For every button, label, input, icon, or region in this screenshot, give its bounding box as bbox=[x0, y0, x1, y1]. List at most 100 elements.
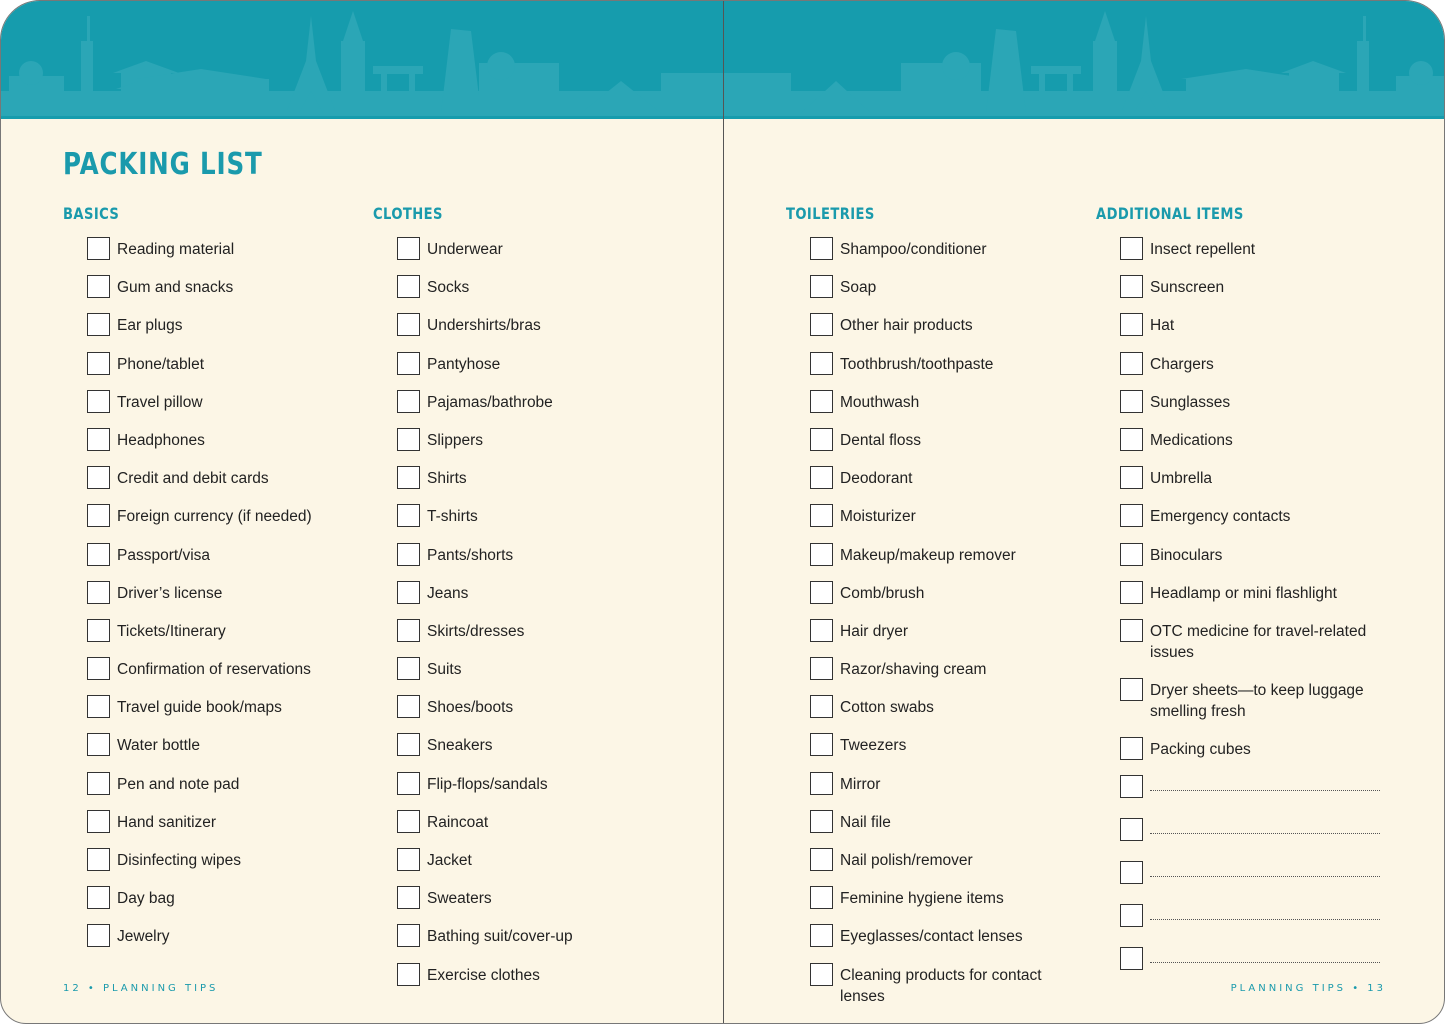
checklist-item[interactable]: Eyeglasses/contact lenses bbox=[786, 924, 1086, 962]
checkbox[interactable] bbox=[87, 695, 110, 719]
checkbox[interactable] bbox=[397, 771, 420, 795]
checklist-item[interactable]: Other hair products bbox=[786, 313, 1086, 351]
checklist-item[interactable]: Packing cubes bbox=[1096, 737, 1396, 775]
checkbox[interactable] bbox=[810, 924, 833, 948]
checkbox[interactable] bbox=[397, 657, 420, 681]
checklist-item[interactable]: Underwear bbox=[373, 237, 673, 275]
checklist-item[interactable]: Insect repellent bbox=[1096, 237, 1396, 275]
checkbox[interactable] bbox=[810, 962, 833, 986]
checklist-item[interactable]: Medications bbox=[1096, 427, 1396, 466]
checklist-item[interactable]: Emergency contacts bbox=[1096, 504, 1396, 542]
checklist-item[interactable]: Shirts bbox=[373, 466, 673, 504]
checklist-item[interactable]: Nail polish/remover bbox=[786, 848, 1086, 886]
checkbox[interactable] bbox=[810, 427, 833, 451]
checkbox[interactable] bbox=[397, 275, 420, 299]
checklist-item[interactable]: Nail file bbox=[786, 809, 1086, 848]
checkbox[interactable] bbox=[87, 466, 110, 490]
checklist-item[interactable]: Sunglasses bbox=[1096, 389, 1396, 428]
checkbox[interactable] bbox=[87, 580, 110, 604]
checklist-item[interactable]: Phone/tablet bbox=[63, 351, 363, 390]
checkbox[interactable] bbox=[810, 848, 833, 871]
checklist-item[interactable]: Passport/visa bbox=[63, 542, 363, 581]
checkbox[interactable] bbox=[1120, 351, 1143, 375]
checkbox[interactable] bbox=[87, 886, 110, 910]
checklist-item[interactable]: Comb/brush bbox=[786, 580, 1086, 619]
checkbox[interactable] bbox=[397, 695, 420, 719]
checklist-item[interactable]: Driver’s license bbox=[63, 580, 363, 619]
checkbox[interactable] bbox=[810, 351, 833, 375]
checkbox[interactable] bbox=[810, 809, 833, 833]
checkbox[interactable] bbox=[810, 275, 833, 299]
checklist-item[interactable]: Razor/shaving cream bbox=[786, 657, 1086, 695]
checklist-item[interactable]: Hat bbox=[1096, 313, 1396, 351]
checkbox[interactable] bbox=[397, 466, 420, 490]
write-in-line[interactable] bbox=[1150, 904, 1380, 921]
checkbox[interactable] bbox=[397, 389, 420, 413]
checklist-item[interactable]: Undershirts/bras bbox=[373, 313, 673, 351]
checklist-item[interactable]: Pants/shorts bbox=[373, 542, 673, 581]
checkbox[interactable] bbox=[397, 427, 420, 451]
checkbox[interactable] bbox=[1120, 389, 1143, 413]
checkbox[interactable] bbox=[810, 542, 833, 566]
checkbox[interactable] bbox=[87, 848, 110, 871]
checklist-item[interactable]: Suits bbox=[373, 657, 673, 695]
checkbox[interactable] bbox=[397, 962, 420, 986]
checklist-item[interactable]: Travel guide book/maps bbox=[63, 695, 363, 733]
checklist-item[interactable]: Tweezers bbox=[786, 733, 1086, 771]
write-in-line[interactable] bbox=[1150, 775, 1380, 792]
checklist-item[interactable]: Deodorant bbox=[786, 466, 1086, 504]
blank-checklist-item[interactable] bbox=[1096, 818, 1396, 861]
checklist-item[interactable]: Jeans bbox=[373, 580, 673, 619]
checklist-item[interactable]: Dental floss bbox=[786, 427, 1086, 466]
checkbox[interactable] bbox=[810, 237, 833, 260]
checklist-item[interactable]: Pantyhose bbox=[373, 351, 673, 390]
checkbox[interactable] bbox=[1120, 678, 1143, 702]
checklist-item[interactable]: Soap bbox=[786, 275, 1086, 313]
checkbox[interactable] bbox=[810, 771, 833, 795]
checklist-item[interactable]: Makeup/makeup remover bbox=[786, 542, 1086, 581]
blank-checklist-item[interactable] bbox=[1096, 775, 1396, 818]
checkbox[interactable] bbox=[87, 733, 110, 757]
checkbox[interactable] bbox=[1120, 466, 1143, 490]
checkbox[interactable] bbox=[1120, 275, 1143, 299]
checklist-item[interactable]: Bathing suit/cover-up bbox=[373, 924, 673, 962]
checkbox[interactable] bbox=[810, 504, 833, 528]
checklist-item[interactable]: Disinfecting wipes bbox=[63, 848, 363, 886]
checkbox[interactable] bbox=[810, 580, 833, 604]
checklist-item[interactable]: Exercise clothes bbox=[373, 962, 673, 1001]
checkbox[interactable] bbox=[397, 351, 420, 375]
checklist-item[interactable]: Sneakers bbox=[373, 733, 673, 771]
checklist-item[interactable]: Binoculars bbox=[1096, 542, 1396, 581]
checkbox[interactable] bbox=[87, 389, 110, 413]
write-in-line[interactable] bbox=[1150, 818, 1380, 835]
checklist-item[interactable]: Gum and snacks bbox=[63, 275, 363, 313]
write-in-line[interactable] bbox=[1150, 861, 1380, 878]
checkbox[interactable] bbox=[397, 618, 420, 642]
checklist-item[interactable]: Reading material bbox=[63, 237, 363, 275]
checkbox[interactable] bbox=[810, 657, 833, 681]
checkbox[interactable] bbox=[397, 733, 420, 757]
checklist-item[interactable]: Jacket bbox=[373, 848, 673, 886]
checklist-item[interactable]: Dryer sheets—to keep luggage smelling fr… bbox=[1096, 678, 1396, 737]
checkbox[interactable] bbox=[87, 313, 110, 337]
checkbox[interactable] bbox=[810, 886, 833, 910]
checkbox[interactable] bbox=[1120, 737, 1143, 761]
checkbox[interactable] bbox=[397, 924, 420, 948]
checklist-item[interactable]: Day bag bbox=[63, 886, 363, 924]
checklist-item[interactable]: Pajamas/bathrobe bbox=[373, 389, 673, 428]
checkbox[interactable] bbox=[810, 313, 833, 337]
checkbox[interactable] bbox=[1120, 504, 1143, 528]
blank-checklist-item[interactable] bbox=[1096, 947, 1396, 990]
checkbox[interactable] bbox=[1120, 427, 1143, 451]
checklist-item[interactable]: T-shirts bbox=[373, 504, 673, 542]
checklist-item[interactable]: Shampoo/conditioner bbox=[786, 237, 1086, 275]
checklist-item[interactable]: Headphones bbox=[63, 427, 363, 466]
checkbox[interactable] bbox=[1120, 775, 1143, 799]
checkbox[interactable] bbox=[397, 313, 420, 337]
checklist-item[interactable]: Travel pillow bbox=[63, 389, 363, 428]
checkbox[interactable] bbox=[397, 848, 420, 871]
checkbox[interactable] bbox=[810, 466, 833, 490]
checkbox[interactable] bbox=[397, 580, 420, 604]
blank-checklist-item[interactable] bbox=[1096, 861, 1396, 904]
checklist-item[interactable]: Flip-flops/sandals bbox=[373, 771, 673, 810]
